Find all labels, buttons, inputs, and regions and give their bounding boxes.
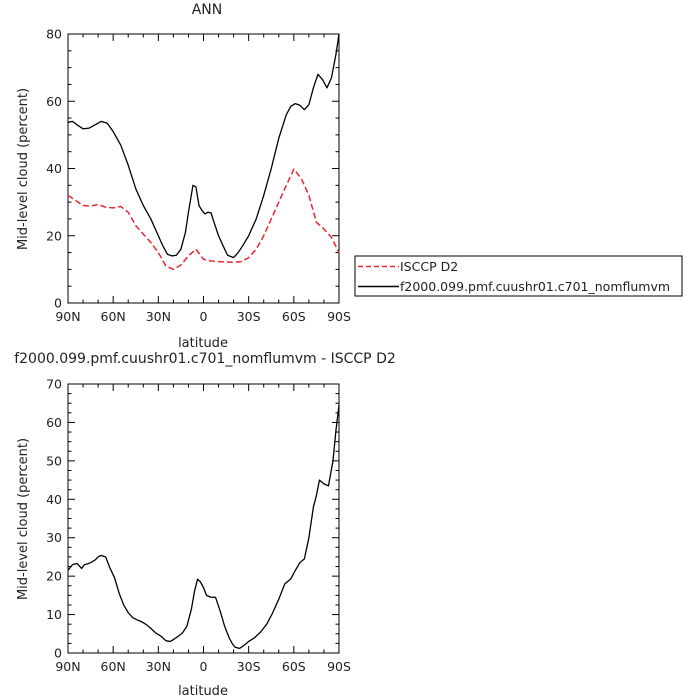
- top-x-tick-label: 60S: [282, 309, 306, 324]
- bottom-x-tick-label: 30N: [146, 659, 171, 674]
- legend: ISCCP D2 f2000.099.pmf.cuushr01.c701_nom…: [354, 255, 683, 297]
- legend-box: [354, 255, 683, 297]
- top-y-tick-label: 0: [54, 296, 62, 311]
- top-x-tick-label: 30S: [237, 309, 261, 324]
- bottom-x-tick-label: 60N: [101, 659, 126, 674]
- bottom-x-tick-label: 90N: [55, 659, 80, 674]
- top-x-tick-label: 90N: [55, 309, 80, 324]
- top-x-tick-label: 90S: [327, 309, 351, 324]
- bottom-panel: f2000.099.pmf.cuushr01.c701_nomflumvm - …: [14, 351, 396, 699]
- top-panel: ANN 90N 60N 30N 0 30S 60S 90S 0 20 40 60 80 Mid-lev…: [16, 2, 351, 351]
- bottom-chart-title: f2000.099.pmf.cuushr01.c701_nomflumvm - …: [14, 351, 396, 367]
- bottom-x-tick-label: 30S: [237, 659, 261, 674]
- top-chart-title: ANN: [192, 2, 223, 18]
- legend-label-isccp: ISCCP D2: [400, 259, 458, 274]
- bottom-y-tick-label: 30: [46, 530, 62, 545]
- legend-label-model: f2000.099.pmf.cuushr01.c701_nomflumvm: [400, 279, 670, 294]
- bottom-y-axis-label: Mid-level cloud (percent): [16, 438, 31, 600]
- bottom-plot-frame: [67, 383, 340, 654]
- top-y-tick-label: 80: [46, 27, 62, 42]
- top-ticks: 90N 60N 30N 0 30S 60S 90S 0 20 40 60 80: [46, 27, 351, 325]
- top-plot-frame: [67, 33, 340, 304]
- bottom-ticks: 90N 60N 30N 0 30S 60S 90S 0 10 20 30 40 50 60 70: [46, 377, 351, 675]
- top-series-layer: [67, 33, 340, 271]
- bottom-y-tick-label: 10: [46, 607, 62, 622]
- top-x-tick-label: 0: [200, 309, 208, 324]
- bottom-y-tick-label: 70: [46, 377, 62, 392]
- top-y-tick-label: 40: [46, 161, 62, 176]
- bottom-x-tick-label: 60S: [282, 659, 306, 674]
- bottom-y-tick-label: 0: [54, 646, 62, 661]
- bottom-series-layer: [67, 405, 340, 650]
- top-x-axis-label: latitude: [178, 336, 228, 351]
- top-y-tick-label: 20: [46, 228, 62, 243]
- top-series-line-1: [67, 33, 340, 259]
- bottom-y-tick-label: 40: [46, 492, 62, 507]
- bottom-x-tick-label: 0: [200, 659, 208, 674]
- bottom-y-tick-label: 50: [46, 453, 62, 468]
- top-x-tick-label: 60N: [101, 309, 126, 324]
- top-series-line-0: [67, 168, 340, 271]
- bottom-y-tick-label: 20: [46, 569, 62, 584]
- bottom-x-axis-label: latitude: [178, 684, 228, 699]
- bottom-x-tick-label: 90S: [327, 659, 351, 674]
- bottom-series-line-0: [67, 405, 340, 650]
- top-x-tick-label: 30N: [146, 309, 171, 324]
- bottom-y-tick-label: 60: [46, 415, 62, 430]
- top-y-tick-label: 60: [46, 94, 62, 109]
- top-y-axis-label: Mid-level cloud (percent): [16, 88, 31, 250]
